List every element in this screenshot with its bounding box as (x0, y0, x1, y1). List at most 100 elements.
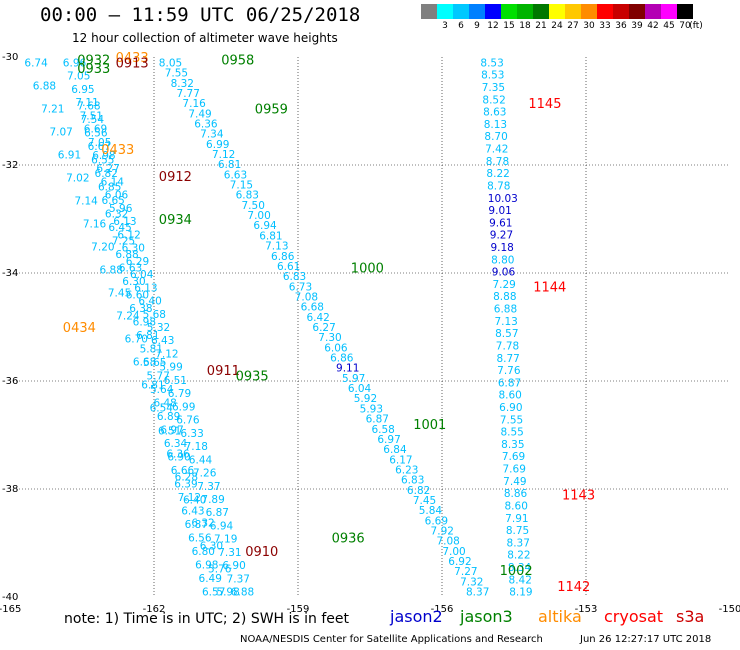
scale-swatch (549, 4, 565, 19)
y-tick-label: -36 (2, 376, 18, 387)
swh-value: 6.66 (171, 465, 195, 477)
swh-value: 7.54 (81, 114, 105, 126)
swh-value: 6.30 (122, 276, 145, 288)
scale-swatch (437, 4, 453, 19)
swh-value: 7.34 (200, 129, 224, 141)
swh-value: 8.55 (500, 427, 523, 439)
scale-label: 42 (647, 21, 659, 31)
swh-value: 6.65 (101, 195, 124, 207)
x-tick-label: -150 (719, 604, 740, 615)
swh-value: 5.93 (360, 403, 383, 415)
swh-value: 8.80 (491, 254, 514, 266)
satellite-altika: altika (538, 607, 582, 626)
pass-time-label: 1143 (562, 488, 595, 503)
swh-value: 6.81 (141, 380, 164, 392)
pass-time-label: 0933 (77, 62, 110, 77)
swh-value: 8.77 (496, 353, 519, 365)
y-tick-label: -40 (2, 592, 18, 603)
swh-value: 6.76 (176, 415, 200, 427)
swh-value: 5.97 (342, 373, 365, 385)
swh-value: 6.43 (151, 335, 174, 347)
scale-swatch (629, 4, 645, 19)
scale-swatch (469, 4, 485, 19)
swh-value: 7.14 (74, 195, 98, 207)
swh-value: 6.98 (133, 317, 156, 329)
swh-value: 8.53 (480, 57, 503, 69)
swh-value: 7.00 (247, 210, 270, 222)
scale-label: 21 (535, 21, 547, 31)
pass-time-label: 0912 (159, 170, 192, 185)
swh-value: 6.82 (95, 168, 118, 180)
swh-value: 7.13 (265, 241, 288, 253)
y-tick-label: -38 (2, 484, 18, 495)
swh-value: 6.88 (115, 249, 138, 261)
swh-value: 8.35 (501, 439, 524, 451)
swh-value: 6.97 (377, 434, 400, 446)
pass-time-label: 0434 (63, 321, 96, 336)
swh-value: 6.44 (189, 454, 213, 466)
swh-value: 8.53 (481, 70, 504, 82)
swh-value: 6.63 (224, 169, 247, 181)
scale-label: 12 (487, 21, 499, 31)
swh-value: 8.32 (171, 78, 194, 90)
swh-value: 6.04 (130, 269, 154, 281)
swh-value: 6.79 (168, 388, 191, 400)
swh-value: 6.55 (91, 155, 114, 167)
swh-value: 8.22 (507, 550, 530, 562)
satellite-tracks: 6.746.887.217.076.917.027.147.167.206.88… (24, 57, 532, 598)
swh-value: 6.39 (174, 479, 197, 491)
pass-time-label: 0958 (221, 54, 254, 69)
swh-value: 5.96 (109, 203, 133, 215)
swh-value: 7.37 (227, 573, 250, 585)
scale-label: 18 (519, 21, 531, 31)
swh-value: 6.49 (199, 573, 222, 585)
scale-label: 3 (442, 21, 448, 31)
swh-value: 7.51 (80, 110, 103, 122)
swh-value: 7.76 (497, 365, 521, 377)
swh-value: 5.84 (419, 505, 443, 517)
swh-value: 7.16 (182, 98, 206, 110)
swh-value: 10.03 (488, 193, 518, 205)
swh-value: 7.12 (212, 149, 235, 161)
scale-swatch (453, 4, 469, 19)
swh-value: 7.12 (178, 492, 201, 504)
swh-value: 7.37 (197, 481, 220, 493)
scale-label: 15 (503, 21, 515, 31)
scale-label: 45 (663, 21, 675, 31)
swh-value: 6.74 (24, 57, 48, 69)
swh-value: 7.69 (503, 464, 526, 476)
swh-value: 7.78 (496, 340, 519, 352)
swh-value: 9.61 (489, 217, 512, 229)
swh-value: 7.55 (165, 68, 188, 80)
pass-time-label: 0433 (101, 143, 134, 158)
swh-value: 7.18 (185, 441, 208, 453)
swh-value: 6.99 (172, 401, 195, 413)
swh-value: 6.82 (407, 485, 430, 497)
swh-value: 7.07 (49, 126, 72, 138)
pass-time-label: 1145 (528, 97, 561, 112)
swh-value: 8.70 (484, 131, 507, 143)
swh-value: 6.32 (105, 209, 128, 221)
swh-value: 6.68 (301, 302, 324, 314)
swh-value: 8.19 (509, 587, 532, 599)
pass-time-label: 1002 (500, 564, 533, 579)
swh-value: 6.88 (231, 587, 254, 599)
swh-value: 7.31 (218, 547, 241, 559)
swh-value: 6.36 (166, 449, 190, 461)
swh-value: 6.90 (222, 560, 245, 572)
swh-value: 6.23 (395, 464, 418, 476)
grid-lines (10, 57, 730, 597)
swh-value: 8.78 (487, 180, 510, 192)
swh-value: 6.43 (181, 506, 204, 518)
swh-value: 9.11 (336, 363, 359, 375)
swh-value: 6.90 (499, 402, 522, 414)
swh-value: 7.15 (230, 180, 253, 192)
scale-swatch (501, 4, 517, 19)
x-tick-label: -162 (143, 604, 166, 615)
x-tick-label: -156 (431, 604, 454, 615)
swh-value: 6.81 (136, 330, 159, 342)
scale-label: 39 (631, 21, 643, 31)
swh-value: 6.42 (306, 312, 329, 324)
swh-value: 6.80 (192, 546, 215, 558)
